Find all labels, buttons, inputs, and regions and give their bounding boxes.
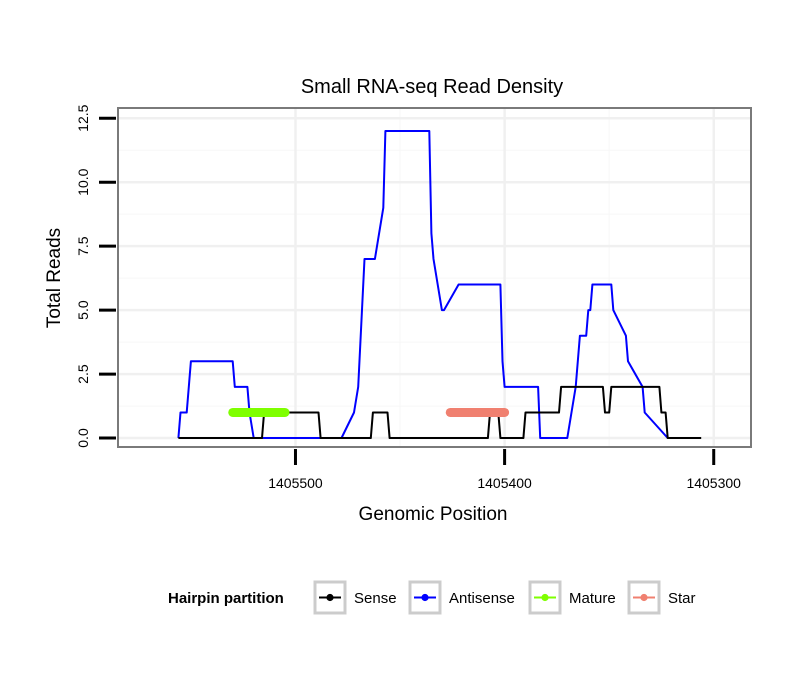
legend: Hairpin partition Sense Antisense Mature St… (168, 580, 696, 615)
legend-dot-star (640, 593, 648, 602)
series-layer (177, 130, 702, 439)
x-axis-label: Genomic Position (359, 504, 508, 525)
legend-label-antisense: Antisense (449, 590, 515, 607)
x-tick-label: 1405400 (477, 475, 532, 491)
plot-background (118, 108, 751, 447)
series-point-star (501, 409, 508, 416)
x-tick-label: 1405300 (686, 475, 741, 491)
x-tick-label: 1405500 (268, 475, 323, 491)
x-axis: 1405500 1405400 1405300 (268, 449, 741, 491)
y-tick-label: 10.0 (75, 168, 91, 195)
legend-label-star: Star (668, 590, 696, 607)
legend-dot-sense (326, 593, 334, 602)
y-tick-label: 5.0 (75, 300, 91, 320)
chart-title: Small RNA-seq Read Density (301, 76, 563, 98)
legend-title: Hairpin partition (168, 590, 284, 607)
legend-dot-mature (541, 593, 549, 602)
y-axis: 0.0 2.5 5.0 7.5 10.0 12.5 (75, 104, 116, 448)
y-tick-label: 7.5 (75, 236, 91, 256)
grid (118, 108, 751, 447)
y-axis-label: Total Reads (44, 228, 65, 328)
series-point-mature (281, 409, 289, 416)
y-tick-label: 12.5 (75, 104, 91, 131)
y-tick-label: 2.5 (75, 364, 91, 384)
plot-border (117, 107, 752, 448)
series-line-sense (178, 385, 702, 439)
legend-label-sense: Sense (354, 590, 397, 607)
plot-area (117, 107, 752, 448)
legend-dot-antisense (421, 593, 429, 602)
legend-label-mature: Mature (569, 590, 616, 607)
y-tick-label: 0.0 (75, 428, 91, 448)
